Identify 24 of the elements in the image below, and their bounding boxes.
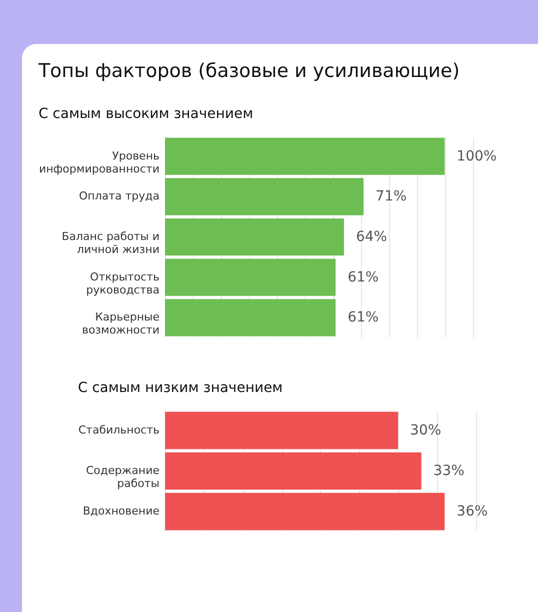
y-tick-label: Содержание работы: [86, 464, 160, 490]
chart-title: С самым низким значением: [78, 380, 283, 396]
y-tick-label: Карьерные возможности: [82, 310, 160, 337]
y-tick-label: Баланс работы и личной жизни: [62, 230, 160, 256]
bar: [165, 258, 336, 296]
bar: [165, 299, 336, 336]
bar: [165, 218, 344, 256]
data-label: 61%: [348, 310, 379, 326]
chart-title: Топы факторов (базовые и усиливающие): [37, 60, 460, 82]
y-tick-label: Открытость руководства: [86, 270, 160, 296]
chart-subtitle: С самым высоким значением: [38, 106, 254, 122]
data-label: 30%: [410, 422, 442, 438]
data-label: 61%: [348, 269, 379, 286]
data-label: 71%: [376, 188, 407, 205]
data-label: 33%: [433, 463, 464, 479]
data-label: 36%: [456, 504, 488, 520]
bar: [165, 138, 445, 175]
data-label: 64%: [356, 229, 388, 245]
y-tick-label: Оплата труда: [78, 190, 160, 203]
bar: [165, 178, 364, 216]
y-tick-label: Вдохновение: [82, 504, 160, 518]
data-label: 100%: [456, 148, 497, 164]
y-tick-label: Уровень информированности: [38, 149, 160, 176]
y-tick-label: Стабильность: [78, 423, 160, 436]
